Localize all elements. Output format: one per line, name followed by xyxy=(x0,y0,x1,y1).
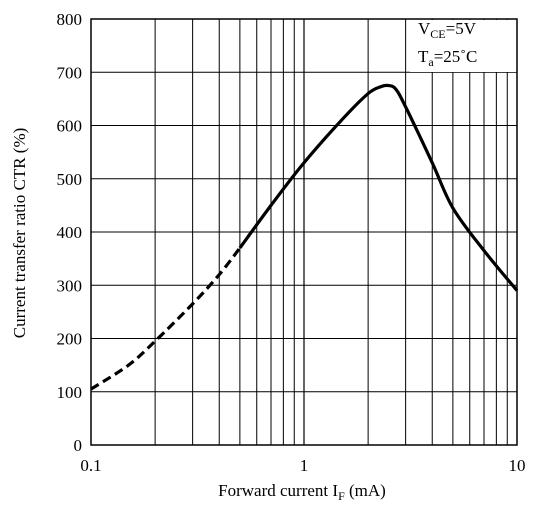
grid xyxy=(91,19,517,445)
condition-ta: Ta=25˚C xyxy=(418,47,477,69)
ctr-curve-dashed xyxy=(90,246,242,391)
y-tick-label: 0 xyxy=(74,436,83,455)
y-tick-label: 700 xyxy=(57,63,83,82)
y-tick-label: 500 xyxy=(57,170,83,189)
ctr-curve-solid xyxy=(238,83,519,292)
x-tick-label: 1 xyxy=(300,456,309,475)
x-axis-title: Forward current IF (mA) xyxy=(218,481,386,503)
x-tick-label: 10 xyxy=(509,456,526,475)
y-tick-label: 300 xyxy=(57,276,83,295)
plot-area-frame xyxy=(90,18,518,446)
y-tick-label: 100 xyxy=(57,383,83,402)
y-tick-label: 800 xyxy=(57,10,83,29)
y-axis-title: Current transfer ratio CTR (%) xyxy=(10,128,29,339)
x-tick-label: 0.1 xyxy=(80,456,101,475)
curves xyxy=(90,83,519,391)
condition-vce: VCE=5V xyxy=(418,19,477,41)
conditions-box: VCE=5V Ta=25˚C xyxy=(410,19,516,72)
y-tick-label: 400 xyxy=(57,223,83,242)
y-tick-label: 600 xyxy=(57,117,83,136)
y-tick-label: 200 xyxy=(57,330,83,349)
tick-labels: 0 100 200 300 400 500 600 700 800 0.1 1 10 xyxy=(57,10,526,475)
